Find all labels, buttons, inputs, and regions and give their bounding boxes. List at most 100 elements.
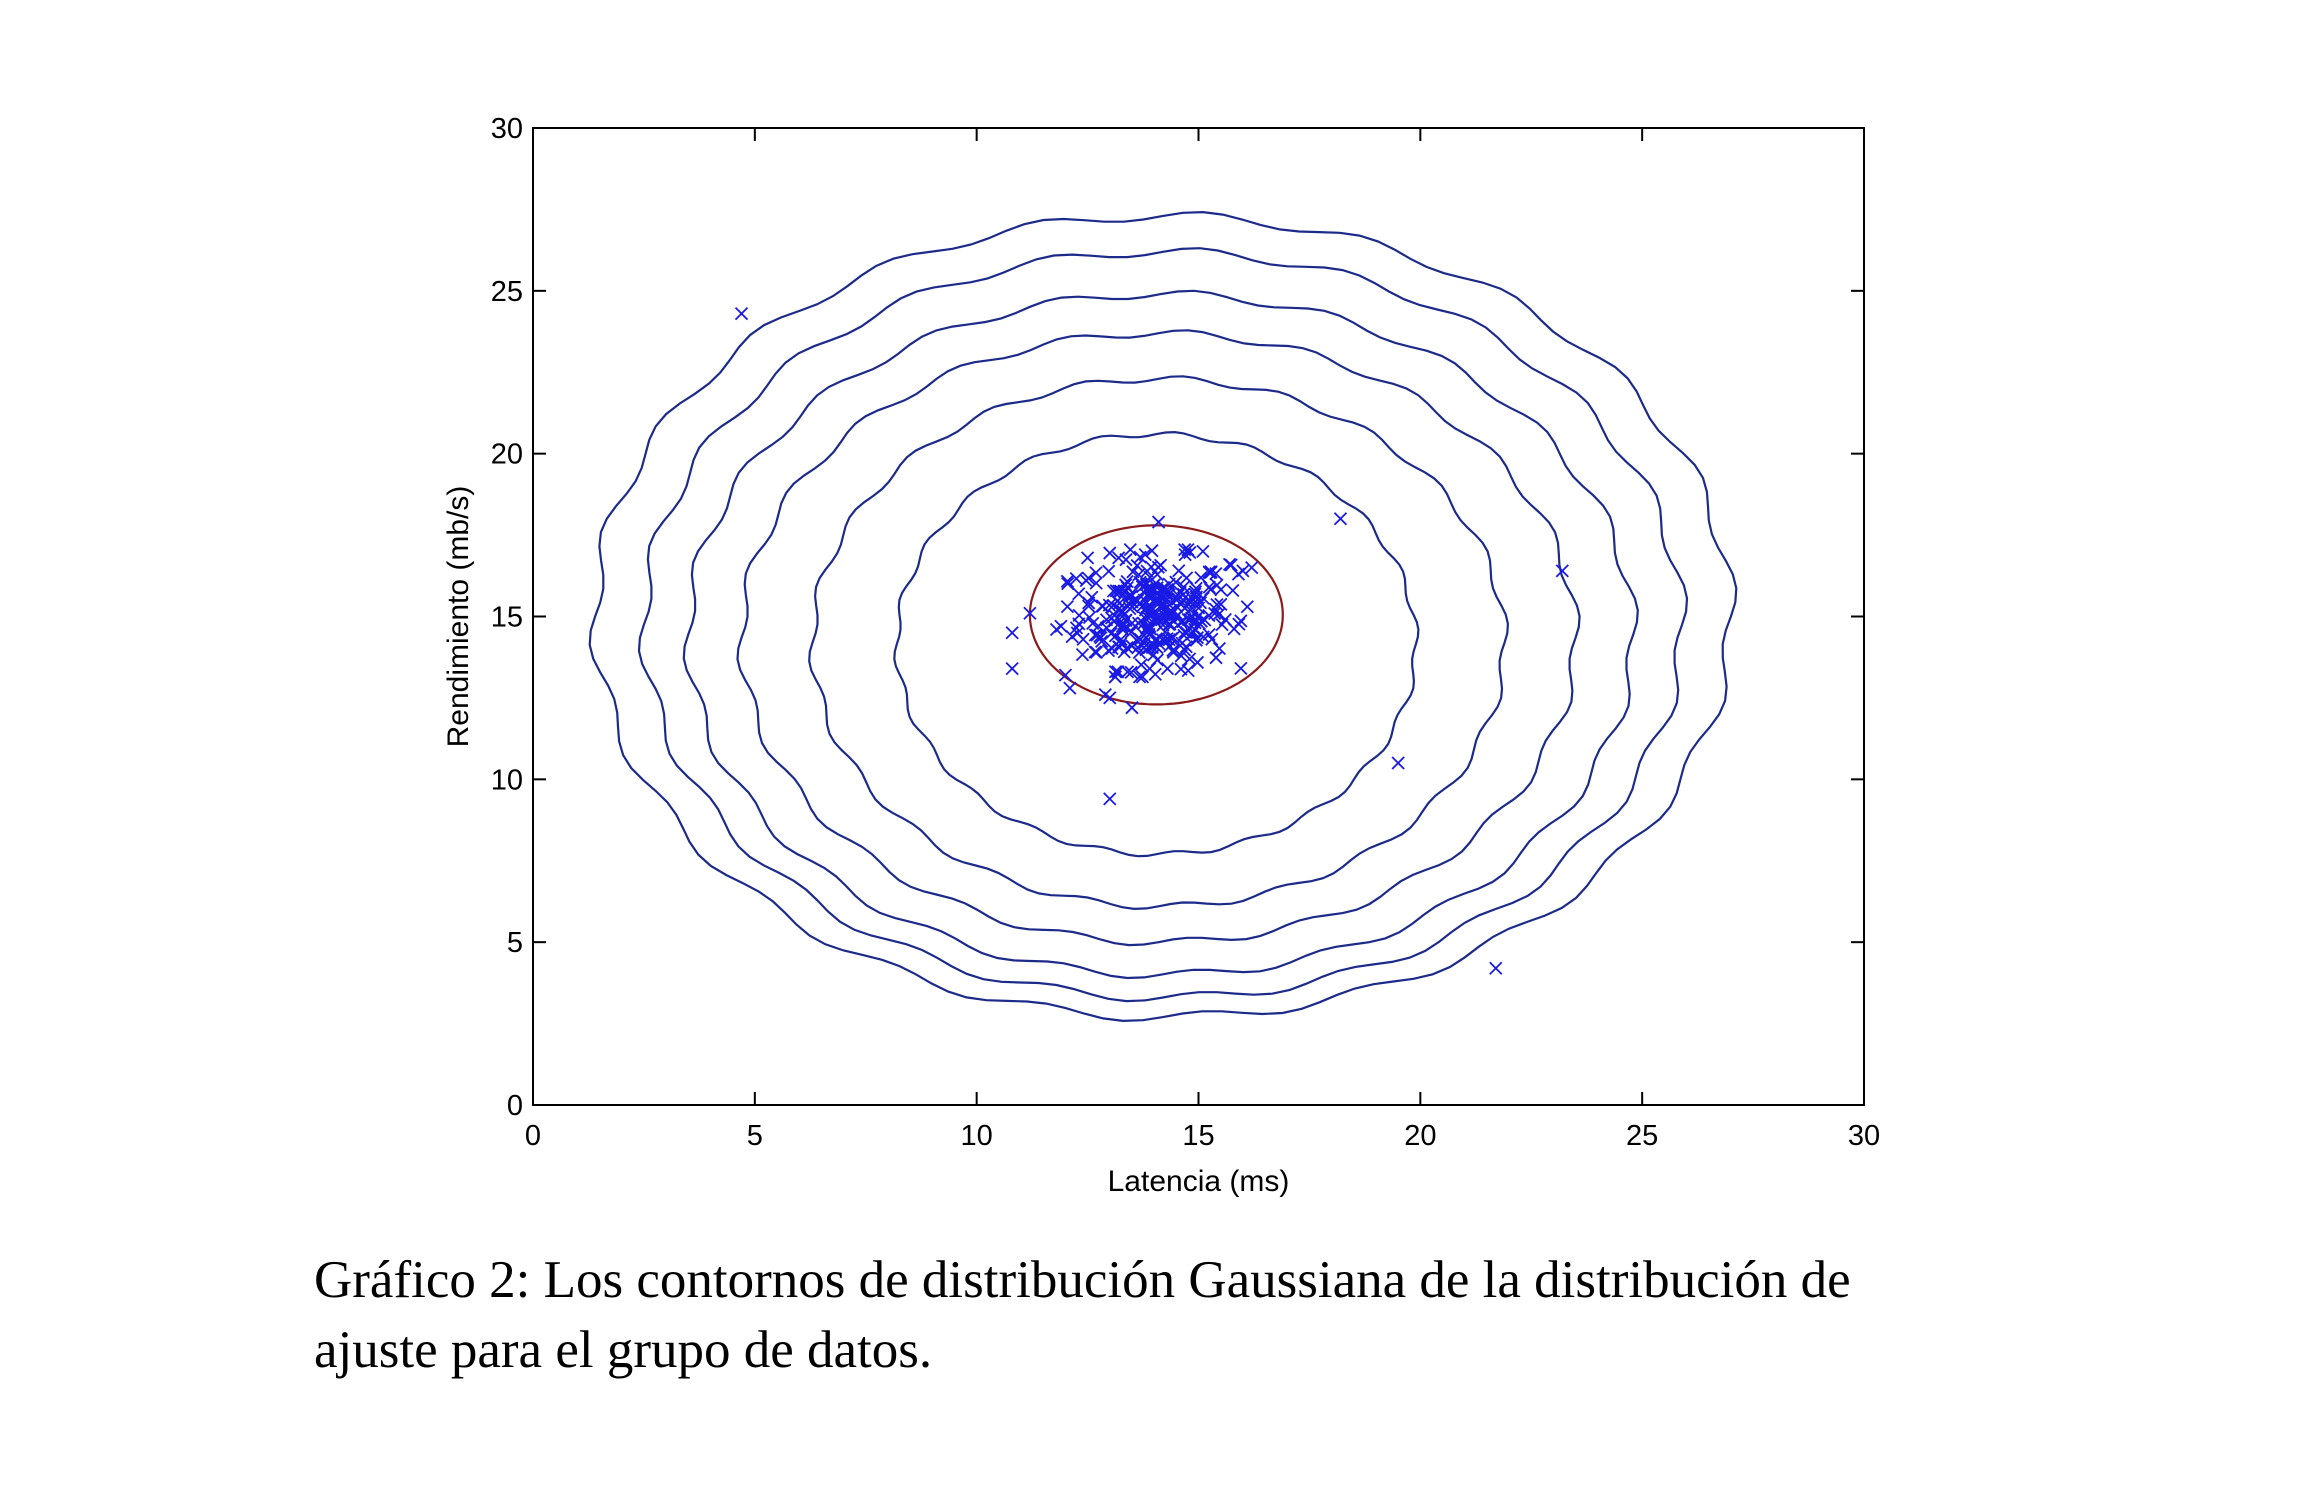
data-point xyxy=(1333,512,1348,526)
data-point xyxy=(1140,564,1154,578)
y-tick-label: 20 xyxy=(491,439,523,471)
data-point xyxy=(1123,601,1137,616)
y-tick-label: 30 xyxy=(491,113,523,145)
data-point xyxy=(1196,544,1210,559)
data-point xyxy=(1132,645,1146,660)
contour-line xyxy=(736,329,1581,947)
data-point xyxy=(1222,557,1237,572)
y-tick-label: 5 xyxy=(507,927,523,959)
data-point xyxy=(1134,658,1148,672)
y-tick-label: 15 xyxy=(491,602,523,634)
data-point xyxy=(1089,566,1103,580)
data-point xyxy=(1023,606,1037,620)
data-point xyxy=(1174,615,1188,629)
contour-line xyxy=(588,210,1738,1023)
data-point xyxy=(1138,547,1152,562)
data-point xyxy=(1139,582,1153,596)
axis-ticks: 0 5 10 15 20 25 30 0 5 10 15 20 25 30 xyxy=(491,113,1880,1152)
x-axis-label: Latencia (ms) xyxy=(1108,1165,1290,1198)
data-point xyxy=(1125,701,1139,715)
data-point xyxy=(1182,595,1197,609)
data-point xyxy=(1234,614,1248,628)
data-point xyxy=(1076,632,1090,646)
contour-line xyxy=(682,289,1639,980)
data-point xyxy=(1185,611,1199,625)
x-tick-label: 25 xyxy=(1626,1120,1658,1152)
data-point xyxy=(1125,589,1139,603)
data-point xyxy=(1193,596,1208,610)
data-point xyxy=(1176,614,1190,629)
data-point xyxy=(1215,618,1229,632)
data-point xyxy=(1110,594,1124,608)
data-point xyxy=(1234,661,1248,675)
y-axis-label: Rendimiento (mb/s) xyxy=(442,486,475,748)
contour-lines xyxy=(588,210,1738,1023)
data-point xyxy=(1131,616,1146,630)
data-point xyxy=(1114,632,1128,647)
x-tick-label: 10 xyxy=(961,1120,993,1152)
data-point xyxy=(1005,661,1019,676)
data-point xyxy=(1212,641,1227,656)
data-point xyxy=(1120,641,1134,655)
data-point xyxy=(1154,558,1168,572)
data-point xyxy=(1103,546,1117,560)
data-point xyxy=(1102,564,1116,578)
data-point xyxy=(1181,664,1195,678)
data-point xyxy=(1236,564,1250,578)
data-point xyxy=(1198,613,1212,627)
data-point xyxy=(1154,598,1169,613)
data-point xyxy=(1063,681,1077,695)
data-point xyxy=(1143,602,1158,616)
figure-caption: Gráfico 2: Los contornos de distribución… xyxy=(314,1245,2114,1385)
data-point xyxy=(1140,600,1154,615)
data-point xyxy=(1080,551,1095,565)
data-point xyxy=(1132,670,1147,684)
data-point xyxy=(1179,571,1194,585)
data-point xyxy=(1178,547,1192,562)
contour-line xyxy=(637,247,1689,1003)
data-point xyxy=(1245,561,1259,575)
data-point xyxy=(1555,564,1569,578)
data-points xyxy=(734,306,1569,975)
data-point xyxy=(1391,756,1405,770)
data-point xyxy=(1166,643,1180,658)
data-point xyxy=(1108,665,1123,679)
data-point xyxy=(1143,661,1157,676)
data-point xyxy=(1160,661,1175,676)
contour-line xyxy=(893,430,1420,858)
data-point xyxy=(1145,544,1159,558)
caption-line-2: ajuste para el grupo de datos. xyxy=(314,1321,933,1379)
data-point xyxy=(1145,640,1160,655)
data-point xyxy=(1099,621,1114,635)
threshold-contour xyxy=(1028,524,1284,706)
data-point xyxy=(1177,628,1191,642)
data-point xyxy=(1089,576,1103,590)
data-point xyxy=(1190,631,1205,645)
data-point xyxy=(1060,574,1075,588)
data-point xyxy=(1089,645,1104,659)
data-point xyxy=(1115,606,1129,620)
data-point xyxy=(1110,618,1125,632)
y-tick-label: 10 xyxy=(491,764,523,796)
data-point xyxy=(1189,633,1203,647)
data-point xyxy=(1240,600,1254,614)
data-point xyxy=(1103,792,1117,806)
data-point xyxy=(1166,631,1180,645)
y-tick-label: 25 xyxy=(491,276,523,308)
data-point xyxy=(1174,649,1188,663)
data-point xyxy=(1072,587,1086,601)
data-point xyxy=(1150,567,1164,582)
data-point xyxy=(1130,558,1144,573)
caption-line-1: Gráfico 2: Los contornos de distribución… xyxy=(314,1251,1851,1309)
data-point xyxy=(1150,640,1164,655)
x-tick-label: 15 xyxy=(1182,1120,1214,1152)
x-tick-label: 0 xyxy=(525,1120,541,1152)
data-point xyxy=(1091,619,1105,633)
data-point xyxy=(1101,644,1116,658)
data-point xyxy=(1096,599,1110,613)
data-point xyxy=(1156,618,1170,632)
data-point xyxy=(1143,622,1157,636)
data-point xyxy=(1075,647,1090,662)
data-point xyxy=(1210,598,1224,612)
data-point xyxy=(1178,601,1192,615)
